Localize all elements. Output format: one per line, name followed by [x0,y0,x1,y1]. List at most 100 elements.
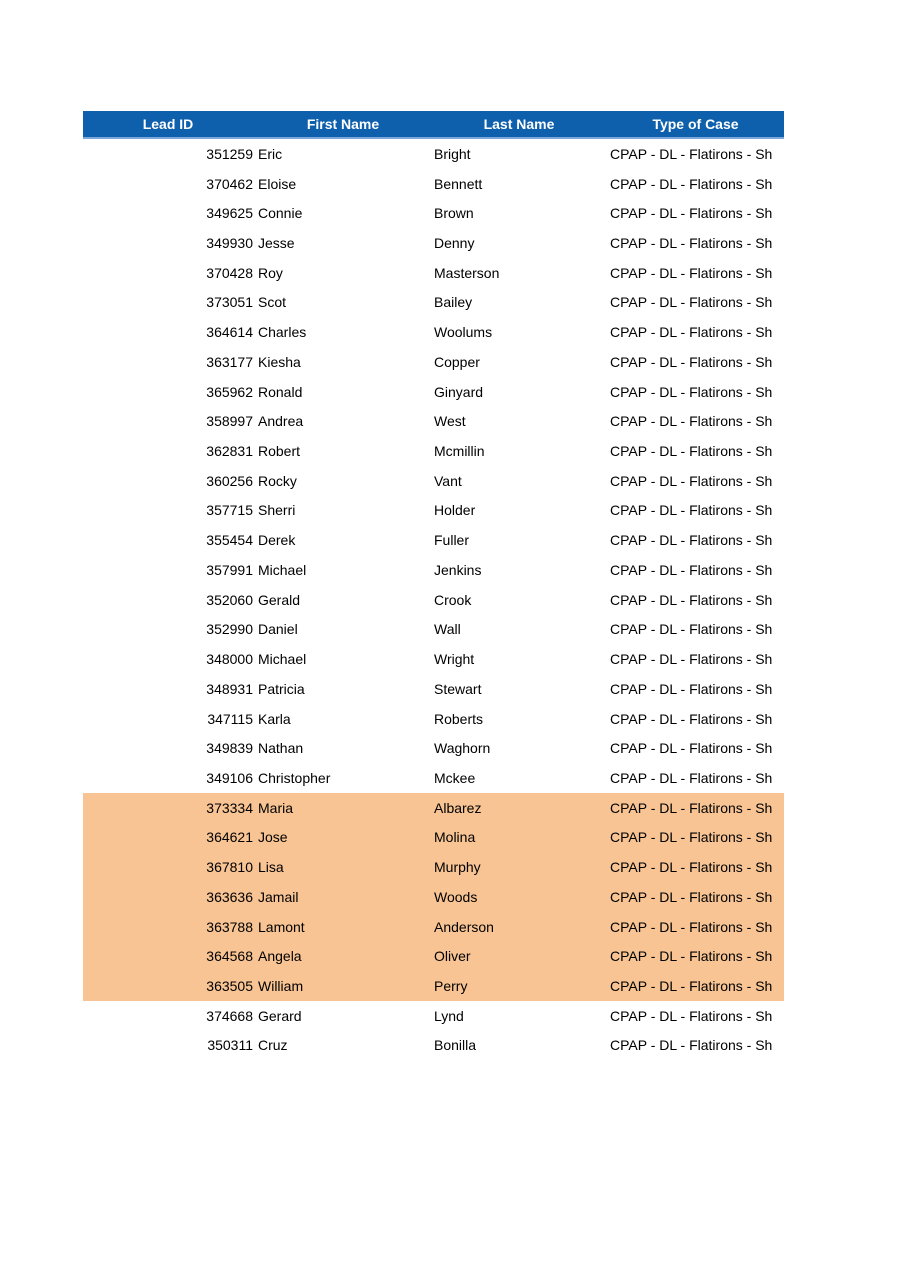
cell-lead-id[interactable]: 364568 [206,948,253,965]
cell-lead-id[interactable]: 373334 [206,799,253,816]
cell-last-name[interactable]: Crook [434,591,472,608]
cell-first-name[interactable]: Michael [258,561,307,578]
cell-type-of-case[interactable]: CPAP - DL - Flatirons - Sh [610,383,773,400]
cell-lead-id[interactable]: 350311 [207,1037,253,1054]
cell-first-name[interactable]: Karla [258,710,291,727]
cell-lead-id[interactable]: 370462 [206,175,253,192]
cell-first-name[interactable]: Kiesha [258,353,301,370]
cell-type-of-case[interactable]: CPAP - DL - Flatirons - Sh [610,145,773,162]
cell-first-name[interactable]: Derek [258,532,296,549]
cell-lead-id[interactable]: 363636 [206,888,253,905]
cell-last-name[interactable]: Albarez [434,799,482,816]
cell-lead-id[interactable]: 362831 [206,443,253,460]
cell-first-name[interactable]: Eric [258,145,283,162]
cell-first-name[interactable]: Sherri [258,502,296,519]
cell-first-name[interactable]: Jose [258,829,288,846]
cell-type-of-case[interactable]: CPAP - DL - Flatirons - Sh [610,651,773,668]
cell-last-name[interactable]: Bennett [434,175,483,192]
cell-last-name[interactable]: Roberts [434,710,484,727]
cell-last-name[interactable]: Mckee [434,769,476,786]
cell-lead-id[interactable]: 352060 [206,591,253,608]
cell-type-of-case[interactable]: CPAP - DL - Flatirons - Sh [610,918,773,935]
cell-lead-id[interactable]: 347115 [207,710,253,727]
cell-lead-id[interactable]: 358997 [206,413,253,430]
cell-first-name[interactable]: Nathan [258,740,304,757]
cell-first-name[interactable]: Scot [258,294,287,311]
cell-type-of-case[interactable]: CPAP - DL - Flatirons - Sh [610,561,773,578]
cell-lead-id[interactable]: 373051 [206,294,253,311]
cell-first-name[interactable]: Rocky [258,472,297,489]
cell-last-name[interactable]: Fuller [434,532,470,549]
cell-type-of-case[interactable]: CPAP - DL - Flatirons - Sh [610,1037,773,1054]
cell-first-name[interactable]: Eloise [258,175,297,192]
cell-last-name[interactable]: Lynd [434,1007,464,1024]
cell-last-name[interactable]: Woods [434,888,478,905]
cell-lead-id[interactable]: 364621 [206,829,253,846]
cell-type-of-case[interactable]: CPAP - DL - Flatirons - Sh [610,294,773,311]
cell-first-name[interactable]: Michael [258,651,307,668]
cell-first-name[interactable]: Jesse [258,235,295,252]
cell-type-of-case[interactable]: CPAP - DL - Flatirons - Sh [610,977,773,994]
cell-type-of-case[interactable]: CPAP - DL - Flatirons - Sh [610,443,773,460]
cell-last-name[interactable]: Ginyard [434,383,484,400]
cell-last-name[interactable]: Mcmillin [434,443,485,460]
header-cell-last-name[interactable]: Last Name [483,116,555,132]
cell-lead-id[interactable]: 367810 [206,859,253,876]
cell-type-of-case[interactable]: CPAP - DL - Flatirons - Sh [610,591,773,608]
cell-type-of-case[interactable]: CPAP - DL - Flatirons - Sh [610,532,773,549]
cell-lead-id[interactable]: 349625 [206,205,253,222]
cell-lead-id[interactable]: 352990 [206,621,253,638]
cell-lead-id[interactable]: 360256 [206,472,253,489]
cell-first-name[interactable]: Maria [258,799,294,816]
cell-type-of-case[interactable]: CPAP - DL - Flatirons - Sh [610,264,773,281]
cell-lead-id[interactable]: 363505 [206,977,253,994]
cell-last-name[interactable]: West [434,413,466,430]
cell-last-name[interactable]: Oliver [434,948,471,965]
cell-type-of-case[interactable]: CPAP - DL - Flatirons - Sh [610,413,773,430]
cell-last-name[interactable]: Perry [434,977,468,994]
cell-type-of-case[interactable]: CPAP - DL - Flatirons - Sh [610,740,773,757]
header-cell-first-name[interactable]: First Name [306,116,380,132]
cell-lead-id[interactable]: 349106 [206,769,253,786]
cell-type-of-case[interactable]: CPAP - DL - Flatirons - Sh [610,769,773,786]
cell-last-name[interactable]: Brown [434,205,474,222]
cell-lead-id[interactable]: 357991 [206,561,253,578]
cell-lead-id[interactable]: 363177 [206,353,253,370]
cell-last-name[interactable]: Stewart [434,680,482,697]
cell-type-of-case[interactable]: CPAP - DL - Flatirons - Sh [610,205,773,222]
cell-last-name[interactable]: Wright [434,651,475,668]
cell-first-name[interactable]: Gerald [258,591,301,608]
cell-first-name[interactable]: Jamail [258,888,299,905]
cell-last-name[interactable]: Holder [434,502,476,519]
cell-lead-id[interactable]: 365962 [206,383,253,400]
cell-type-of-case[interactable]: CPAP - DL - Flatirons - Sh [610,829,773,846]
cell-last-name[interactable]: Bright [434,145,471,162]
cell-first-name[interactable]: Cruz [258,1037,288,1054]
cell-lead-id[interactable]: 349839 [206,740,253,757]
cell-first-name[interactable]: Connie [258,205,303,222]
cell-type-of-case[interactable]: CPAP - DL - Flatirons - Sh [610,235,773,252]
cell-type-of-case[interactable]: CPAP - DL - Flatirons - Sh [610,324,773,341]
cell-first-name[interactable]: Ronald [258,383,303,400]
cell-lead-id[interactable]: 351259 [206,145,253,162]
cell-first-name[interactable]: Andrea [258,413,304,430]
header-cell-type-of-case[interactable]: Type of Case [652,116,739,132]
cell-type-of-case[interactable]: CPAP - DL - Flatirons - Sh [610,888,773,905]
cell-first-name[interactable]: Lamont [258,918,305,935]
cell-first-name[interactable]: Roy [258,264,283,281]
cell-first-name[interactable]: Christopher [258,769,331,786]
cell-lead-id[interactable]: 348931 [206,680,253,697]
cell-last-name[interactable]: Bonilla [434,1037,477,1054]
cell-first-name[interactable]: Robert [258,443,301,460]
cell-first-name[interactable]: William [258,977,304,994]
cell-type-of-case[interactable]: CPAP - DL - Flatirons - Sh [610,799,773,816]
cell-lead-id[interactable]: 364614 [206,324,253,341]
cell-first-name[interactable]: Patricia [258,680,305,697]
header-cell-lead-id[interactable]: Lead ID [142,116,194,132]
cell-last-name[interactable]: Waghorn [434,740,491,757]
cell-last-name[interactable]: Copper [434,353,480,370]
cell-last-name[interactable]: Murphy [434,859,481,876]
cell-lead-id[interactable]: 349930 [206,235,253,252]
cell-type-of-case[interactable]: CPAP - DL - Flatirons - Sh [610,621,773,638]
cell-lead-id[interactable]: 370428 [206,264,253,281]
